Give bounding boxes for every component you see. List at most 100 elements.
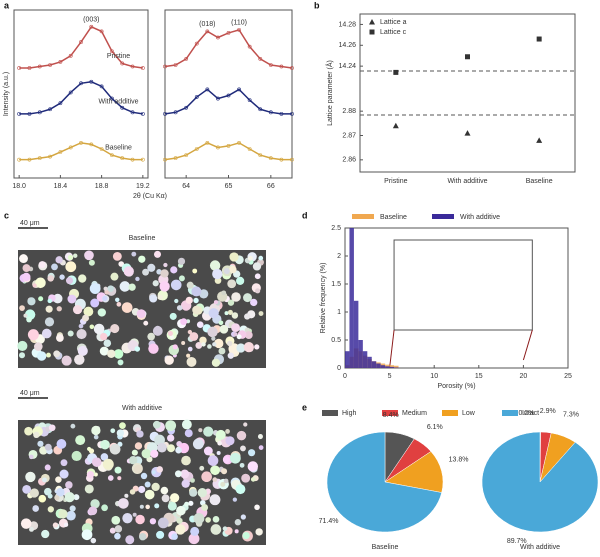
data-point (79, 40, 83, 44)
particle (192, 305, 201, 315)
particle (56, 306, 62, 312)
particle (81, 529, 93, 541)
particle (86, 471, 95, 479)
particle (193, 513, 205, 524)
particle (159, 281, 170, 292)
particle (169, 335, 174, 340)
particle (180, 318, 188, 326)
x-tick-label: 66 (267, 183, 275, 190)
data-point (194, 147, 199, 151)
particle (172, 344, 178, 350)
particle (236, 430, 247, 441)
particle (223, 268, 230, 275)
bar (371, 361, 377, 368)
data-point (130, 110, 135, 115)
scale-label: 40 μm (20, 220, 40, 227)
particle (44, 464, 51, 471)
x-tick-label: 25 (564, 373, 572, 380)
particle (156, 466, 163, 473)
particle (138, 255, 146, 263)
particle (53, 350, 61, 358)
data-point (247, 147, 252, 151)
particle (138, 485, 146, 494)
panel-letter: c (4, 210, 9, 220)
particle (38, 494, 47, 503)
particle (71, 450, 82, 462)
data-point (194, 95, 199, 99)
particle (181, 479, 190, 488)
bar (376, 363, 381, 368)
particle (110, 324, 120, 334)
panel-letter: b (314, 0, 320, 10)
particle (154, 434, 165, 446)
particle (74, 354, 85, 365)
particle (147, 332, 155, 341)
x-axis-label: Porosity (%) (437, 383, 475, 390)
particle (232, 497, 238, 502)
particle (113, 349, 124, 359)
particle (128, 456, 138, 465)
x-tick-label: 20 (520, 373, 528, 380)
particle (121, 302, 133, 313)
particle (100, 439, 110, 450)
particle (22, 264, 31, 273)
particle (60, 459, 68, 467)
data-point (89, 79, 94, 84)
peak-label: (018) (199, 21, 215, 28)
marker (465, 54, 470, 60)
particle (176, 517, 183, 524)
data-point (89, 142, 94, 147)
particle (19, 254, 28, 263)
data-point (237, 87, 241, 92)
curve (19, 25, 143, 69)
particle (47, 275, 54, 282)
legend-label: Medium (402, 410, 427, 417)
data-point (268, 156, 273, 161)
data-point (258, 56, 263, 61)
particle (257, 434, 263, 440)
particle (67, 255, 73, 261)
bar (385, 366, 390, 368)
particle (110, 428, 116, 434)
curve (19, 81, 143, 115)
data-point (205, 140, 210, 145)
particle (48, 424, 56, 432)
particle (220, 481, 226, 487)
data-point (27, 66, 32, 70)
particle (139, 504, 144, 509)
particle (100, 332, 108, 341)
particle (211, 358, 221, 367)
data-point (17, 66, 22, 70)
particle (125, 535, 135, 545)
particle (254, 504, 260, 511)
particle (151, 470, 156, 475)
data-point (290, 157, 294, 162)
particle (175, 524, 186, 535)
legend-label: Intact (522, 410, 539, 417)
particle (243, 422, 248, 427)
particle (38, 296, 44, 302)
particle (89, 283, 101, 294)
particle (203, 426, 214, 437)
particle (225, 436, 235, 446)
particle (65, 277, 74, 285)
data-point (216, 96, 220, 101)
legend-label: Lattice a (380, 19, 407, 26)
particle (192, 438, 204, 450)
particle (201, 342, 206, 347)
y-tick-label: 0 (337, 365, 341, 372)
particle (188, 533, 200, 545)
curve (164, 88, 292, 115)
marker (369, 19, 375, 25)
particle (165, 420, 177, 432)
legend-swatch (502, 410, 518, 416)
particle (141, 448, 152, 459)
legend-label: Low (462, 410, 476, 417)
particle (26, 316, 32, 323)
image-title: With additive (122, 405, 162, 412)
particle (229, 252, 239, 262)
particle (63, 522, 69, 527)
particle (131, 251, 137, 257)
particle (22, 484, 32, 494)
particle (233, 332, 238, 337)
